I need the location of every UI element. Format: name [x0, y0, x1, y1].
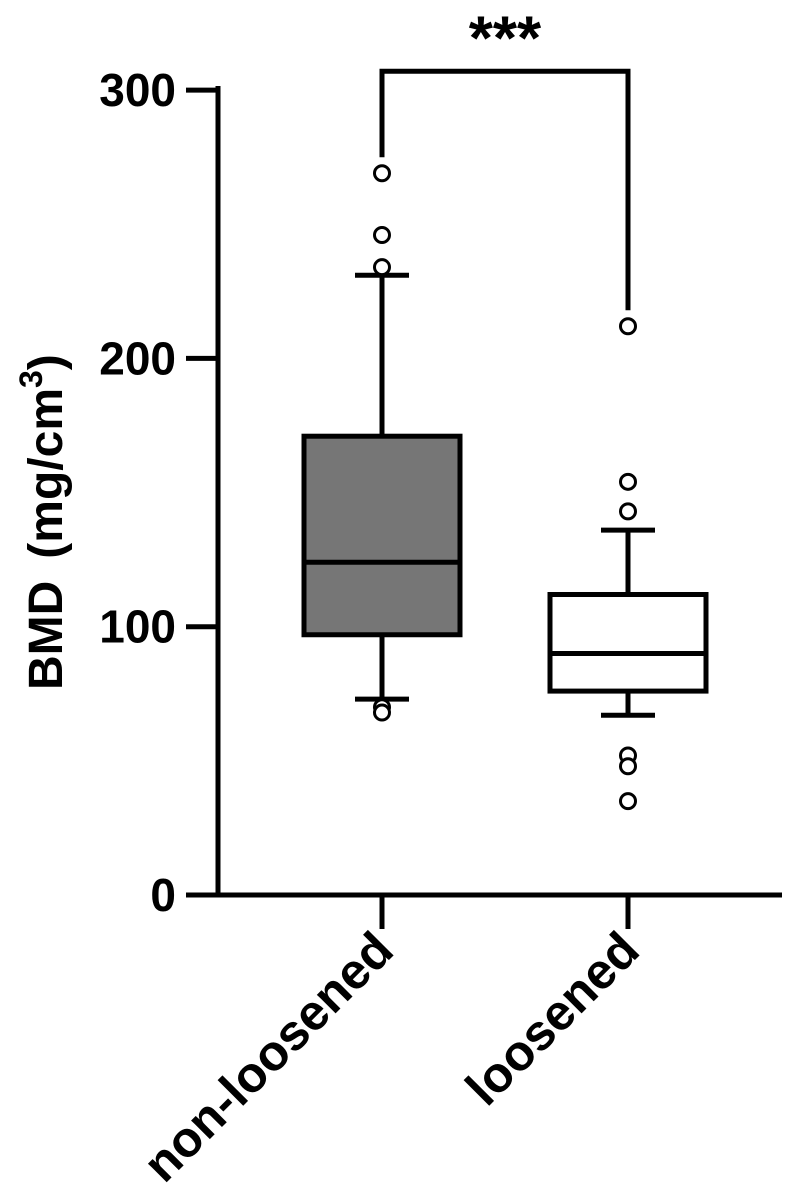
y-axis-title-unit-close: ) — [20, 354, 73, 370]
y-ticks: 0 100 200 300 — [99, 64, 218, 921]
significance-bracket — [379, 68, 631, 311]
y-axis-title-unit-sup: 3 — [13, 370, 49, 388]
outlier-point — [619, 757, 637, 776]
y-tick-label-200: 200 — [99, 332, 176, 384]
x-tick-label-non-loosened: non-loosened — [132, 921, 403, 1192]
outlier-point — [619, 472, 637, 491]
x-tick-label-loosened: loosened — [455, 921, 650, 1116]
outlier-point — [373, 703, 391, 722]
box-non-loosened — [301, 164, 463, 722]
box-loosened — [547, 317, 709, 811]
outlier-point — [619, 792, 637, 811]
y-tick-label-0: 0 — [150, 869, 176, 921]
y-axis-title: BMD (mg/cm3) — [13, 354, 73, 690]
x-ticks: non-loosened loosened — [132, 895, 650, 1193]
axes — [215, 86, 782, 898]
significance-bracket-group: *** — [379, 4, 631, 311]
outlier-point — [619, 502, 637, 521]
box-iqr — [301, 433, 463, 638]
outlier-point — [373, 225, 391, 244]
svg-text:BMD(mg/cm3): BMD (mg/cm3) — [13, 354, 73, 690]
outlier-point — [619, 317, 637, 336]
outlier-point — [373, 258, 391, 277]
boxes — [301, 164, 709, 811]
box-iqr — [547, 592, 709, 694]
outlier-point — [373, 164, 391, 183]
significance-label: *** — [469, 4, 542, 73]
y-axis-title-main: BMD — [20, 581, 73, 690]
y-tick-label-100: 100 — [99, 601, 176, 653]
y-tick-label-300: 300 — [99, 64, 176, 116]
y-axis-title-unit: (mg/cm — [20, 388, 73, 559]
